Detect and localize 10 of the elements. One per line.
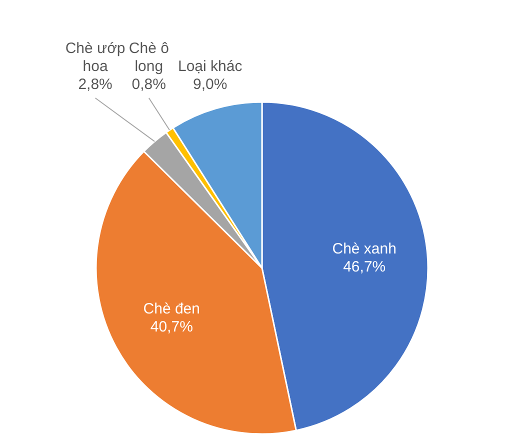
slice-label: Chè xanh xyxy=(332,240,396,258)
data-label: 9,0% xyxy=(193,76,228,93)
slice-label: Chè ướp hoa xyxy=(65,40,126,75)
data-label: 0,8% xyxy=(132,76,166,93)
slice-label: Chè đen xyxy=(143,300,200,318)
slice-label: Chè ô long xyxy=(128,40,169,75)
slice-label: Loại khác xyxy=(178,58,243,75)
data-label: 40,7% xyxy=(150,318,193,336)
data-label: 46,7% xyxy=(343,258,386,276)
data-label: 2,8% xyxy=(78,76,112,93)
